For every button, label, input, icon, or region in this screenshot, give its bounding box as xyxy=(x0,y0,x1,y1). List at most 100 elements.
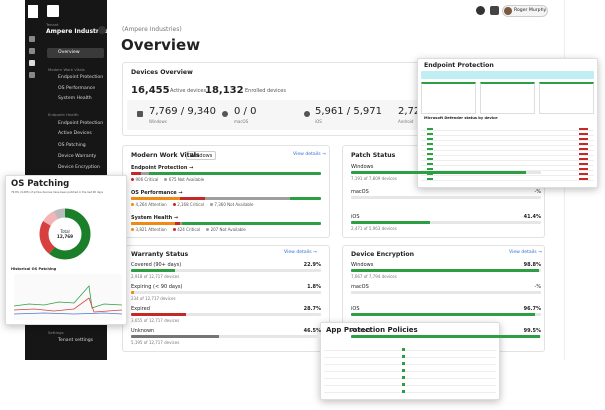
legend-item: 424 Critical xyxy=(172,227,200,232)
row-detail: 2,918 of 12,717 devices xyxy=(131,274,180,279)
nav-item[interactable]: Endpoint Protection xyxy=(58,75,104,80)
row-percent: 98.8% xyxy=(523,262,541,268)
tenant-toggle[interactable] xyxy=(98,26,106,34)
bar-segment xyxy=(131,172,142,175)
nav-item[interactable]: OS Performance xyxy=(58,86,96,91)
card-title: Devices Overview xyxy=(131,69,193,76)
platform-count: 5,961 / 5,971 xyxy=(315,106,382,117)
history-chart xyxy=(14,274,122,320)
nav-item[interactable]: System Health xyxy=(58,96,92,101)
row-percent: 41.4% xyxy=(523,214,541,220)
progress-track xyxy=(131,335,321,338)
row-detail: 7,667 of 7,794 devices xyxy=(351,274,397,279)
icon-rail xyxy=(29,36,35,96)
page-title: Overview xyxy=(121,36,201,54)
platform-count: 0 / 0 xyxy=(234,106,257,117)
nav-item[interactable]: Device Warranty xyxy=(58,154,97,159)
bar-segment xyxy=(205,197,291,200)
summary-card xyxy=(421,82,476,114)
progress-track xyxy=(351,291,541,294)
legend-text: 675 Not Available xyxy=(168,177,205,182)
nav-section: Endpoint Health xyxy=(48,112,79,117)
notifications-button[interactable] xyxy=(490,6,499,15)
apple-icon xyxy=(222,111,228,117)
row-name: Expiring (< 90 days) xyxy=(131,284,183,290)
metric-name[interactable]: Endpoint Protection → xyxy=(131,165,194,171)
row-detail: 2,471 of 5,963 devices xyxy=(351,226,397,231)
rail-icon[interactable] xyxy=(29,36,35,42)
legend-dot xyxy=(172,203,176,206)
tenant-name[interactable]: Ampere Industries xyxy=(46,28,109,35)
progress-track xyxy=(131,269,321,272)
metric-bar xyxy=(131,197,321,200)
legend-item: 2,168 Critical xyxy=(172,202,204,207)
plot-area xyxy=(14,274,122,320)
progress-track xyxy=(351,313,541,316)
nav-item[interactable]: Device Encryption xyxy=(58,165,100,170)
user-name: Roger Murphy xyxy=(514,7,547,13)
nav-item[interactable]: Tenant settings xyxy=(58,338,94,343)
donut-total-label: Total xyxy=(60,229,70,234)
row-name: macOS xyxy=(351,189,369,195)
table-title: Microsoft Defender status by device xyxy=(424,116,498,120)
row-detail: 3,655 of 12,717 devices xyxy=(131,318,180,323)
metric-name[interactable]: OS Performance → xyxy=(131,190,183,196)
user-menu[interactable] xyxy=(502,5,548,17)
legend-item: 906 Critical xyxy=(131,177,158,182)
panel-title: OS Patching xyxy=(11,179,70,189)
donut-segment xyxy=(39,208,91,260)
apple-icon xyxy=(304,111,310,117)
help-button[interactable] xyxy=(476,6,485,15)
metric-name[interactable]: System Health → xyxy=(131,215,179,221)
status-chips xyxy=(427,128,433,182)
platform-row xyxy=(127,100,417,130)
bar-segment xyxy=(180,222,183,225)
legend-item: 3,821 Attention xyxy=(131,227,167,232)
view-details-link[interactable]: View details → xyxy=(284,250,317,255)
row-percent: -% xyxy=(534,189,541,195)
row-percent: 99.5% xyxy=(523,328,541,334)
summary-card xyxy=(539,82,594,114)
bar-segment xyxy=(131,222,176,225)
row-name: Windows xyxy=(351,262,374,268)
panel-title: App Protection Policies xyxy=(326,326,418,334)
panel-subtitle: 79.8% (9,485) of active devices have bee… xyxy=(11,191,103,194)
logo xyxy=(28,5,38,18)
row-percent: 22.9% xyxy=(303,262,321,268)
progress-fill xyxy=(131,269,175,272)
view-details-link[interactable]: View details → xyxy=(509,250,542,255)
progress-fill xyxy=(351,221,430,224)
row-detail: 5,195 of 12,717 devices xyxy=(131,340,180,345)
row-name: Android xyxy=(351,328,371,334)
rail-icon[interactable] xyxy=(29,48,35,54)
platform-filter[interactable]: Windows xyxy=(186,151,217,160)
progress-track xyxy=(351,171,541,174)
card-title: Warranty Status xyxy=(131,251,189,258)
rail-icon[interactable] xyxy=(29,60,35,66)
summary-card xyxy=(480,82,535,114)
donut-segment xyxy=(39,208,91,260)
nav-item[interactable]: Active Devices xyxy=(58,131,92,136)
legend-dot xyxy=(209,203,213,206)
view-details-link[interactable]: View details → xyxy=(293,152,326,157)
progress-track xyxy=(351,335,541,338)
active-label: Active devices xyxy=(170,88,207,94)
row-percent: 1.8% xyxy=(307,284,321,290)
nav-item[interactable]: Endpoint Protection xyxy=(58,121,104,126)
status-chips xyxy=(579,128,588,182)
platform-name: macOS xyxy=(234,119,249,124)
bar-segment xyxy=(180,197,206,200)
legend-text: 2,168 Critical xyxy=(177,202,204,207)
legend-text: 207 Not Available xyxy=(210,227,246,232)
rail-icon[interactable] xyxy=(29,72,35,78)
card-title: Patch Status xyxy=(351,152,396,159)
nav-item[interactable]: Overview xyxy=(58,50,80,55)
metric-legend: 4,264 Attention 2,168 Critical 7,360 Not A… xyxy=(131,202,254,207)
nav-item[interactable]: OS Patching xyxy=(58,143,86,148)
nav-section: Settings xyxy=(48,330,64,335)
metric-legend: 906 Critical 675 Not Available xyxy=(131,177,204,182)
legend-dot xyxy=(131,178,134,181)
progress-track xyxy=(351,269,541,272)
